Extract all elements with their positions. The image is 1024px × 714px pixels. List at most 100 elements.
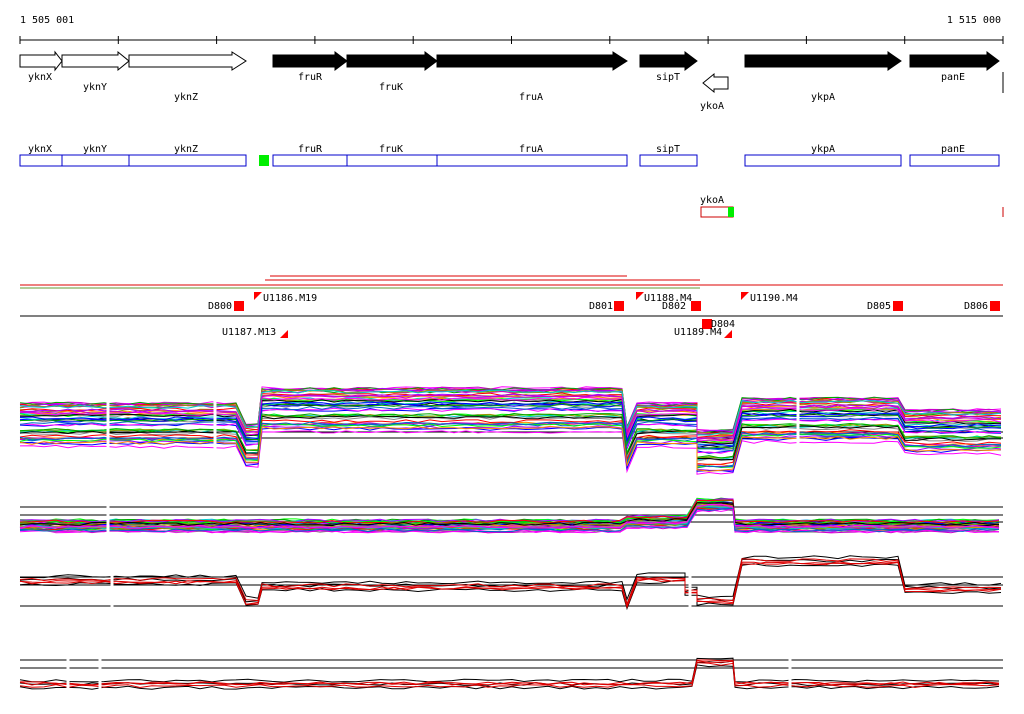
profile-line <box>19 389 1002 436</box>
profile-line <box>19 664 1000 690</box>
marker <box>728 207 734 217</box>
feature-label: D806 <box>964 301 988 312</box>
gene-arrow <box>61 50 130 72</box>
profile-line <box>19 497 1000 523</box>
profile-line <box>19 401 1002 447</box>
gene-label: yknY <box>83 82 107 93</box>
gene-label: fruR <box>298 72 323 83</box>
feature-mark <box>990 301 1000 311</box>
profile-line <box>19 504 1000 529</box>
gene-label: ykpA <box>811 92 835 103</box>
box-track <box>19 154 1004 218</box>
gene-track <box>19 50 1004 94</box>
gene-box <box>61 154 130 167</box>
box-label: ykoA <box>700 195 724 206</box>
gene-label: fruK <box>379 82 403 93</box>
gene-label: fruA <box>519 92 543 103</box>
feature-label: D800 <box>208 301 232 312</box>
profile-line <box>19 502 1000 526</box>
feature-mark <box>614 301 624 311</box>
feature-label: D805 <box>867 301 891 312</box>
feature-flag <box>741 292 749 300</box>
feature-mark <box>893 301 903 311</box>
profile-line <box>19 503 1000 529</box>
gene-box <box>346 154 438 167</box>
profile-line <box>20 555 1002 601</box>
profile-line <box>19 498 1000 523</box>
profile-line <box>19 657 1000 683</box>
expression-profiles <box>19 386 1003 695</box>
gene-box <box>272 154 348 167</box>
ruler: 1 505 001 1 515 000 <box>19 15 1004 44</box>
profile-line <box>19 393 1002 439</box>
profile-line <box>19 396 1002 442</box>
profile-line <box>19 403 1002 450</box>
gene-box <box>744 154 902 167</box>
gene-box <box>128 154 247 167</box>
box-label: ykpA <box>811 144 835 155</box>
profile-line <box>19 406 1002 452</box>
feature-marks <box>234 292 1000 338</box>
gene-arrow <box>909 51 1000 71</box>
profile-line <box>19 421 1002 468</box>
gene-label: yknZ <box>174 92 198 103</box>
profile-line <box>19 412 1002 459</box>
gene-arrow <box>128 51 247 71</box>
profile-line <box>19 662 1000 689</box>
profile-line <box>19 508 1000 534</box>
feature-label: D804 <box>711 319 735 330</box>
profile-line <box>19 415 1002 461</box>
box-label: yknZ <box>174 144 198 155</box>
gene-label: sipT <box>656 72 680 83</box>
feature-mark <box>702 319 712 329</box>
ruler-ticks <box>19 36 1004 44</box>
box-label: fruR <box>298 144 323 155</box>
profile-line <box>19 425 1002 472</box>
profile-line <box>19 498 1000 523</box>
gene-arrow <box>702 72 729 94</box>
box-label: panE <box>941 144 965 155</box>
profile-line <box>19 426 1002 473</box>
feature-label: U1189.M4 <box>674 327 722 338</box>
profile-line <box>19 660 1000 686</box>
gene-box <box>436 154 628 167</box>
feature-label: U1186.M19 <box>263 293 317 304</box>
gene-label: panE <box>941 72 965 83</box>
profile-line <box>19 507 1000 533</box>
feature-label: D801 <box>589 301 613 312</box>
feature-label: U1188.M4 <box>644 293 692 304</box>
gene-labels: yknX yknY yknZ fruR fruK fruA sipT ykoA … <box>28 72 965 112</box>
feature-label: U1190.M4 <box>750 293 798 304</box>
profile-line <box>19 497 1000 523</box>
profile-line <box>19 558 1002 606</box>
gene-label: yknX <box>28 72 52 83</box>
gene-arrow <box>272 51 348 71</box>
feature-flag <box>724 330 732 338</box>
feature-track: D800 U1186.M19 U1187.M13 D801 U1188.M4 D… <box>20 275 1003 338</box>
gene-box <box>639 154 698 167</box>
profile-line <box>19 394 1002 441</box>
feature-mark <box>234 301 244 311</box>
feature-flag <box>636 292 644 300</box>
feature-flag <box>280 330 288 338</box>
box-labels: yknX yknY yknZ fruR fruK fruA sipT ykpA … <box>28 144 965 206</box>
profile-line <box>19 387 1002 433</box>
profile-line <box>19 421 1002 468</box>
box-label: fruA <box>519 144 543 155</box>
box-label: yknY <box>83 144 107 155</box>
gene-arrow <box>346 51 438 71</box>
profile-line <box>19 430 1002 475</box>
gene-box <box>909 154 1000 167</box>
feature-label: D802 <box>662 301 686 312</box>
marker <box>259 155 269 166</box>
profile-line <box>19 499 1000 524</box>
ruler-start: 1 505 001 <box>20 15 74 26</box>
feature-mark <box>691 301 701 311</box>
gene-arrow <box>744 51 902 71</box>
gene-arrow <box>436 51 628 71</box>
box-label: yknX <box>28 144 52 155</box>
profile-line <box>19 419 1002 465</box>
ruler-end: 1 515 000 <box>947 15 1001 26</box>
box-label: sipT <box>656 144 680 155</box>
